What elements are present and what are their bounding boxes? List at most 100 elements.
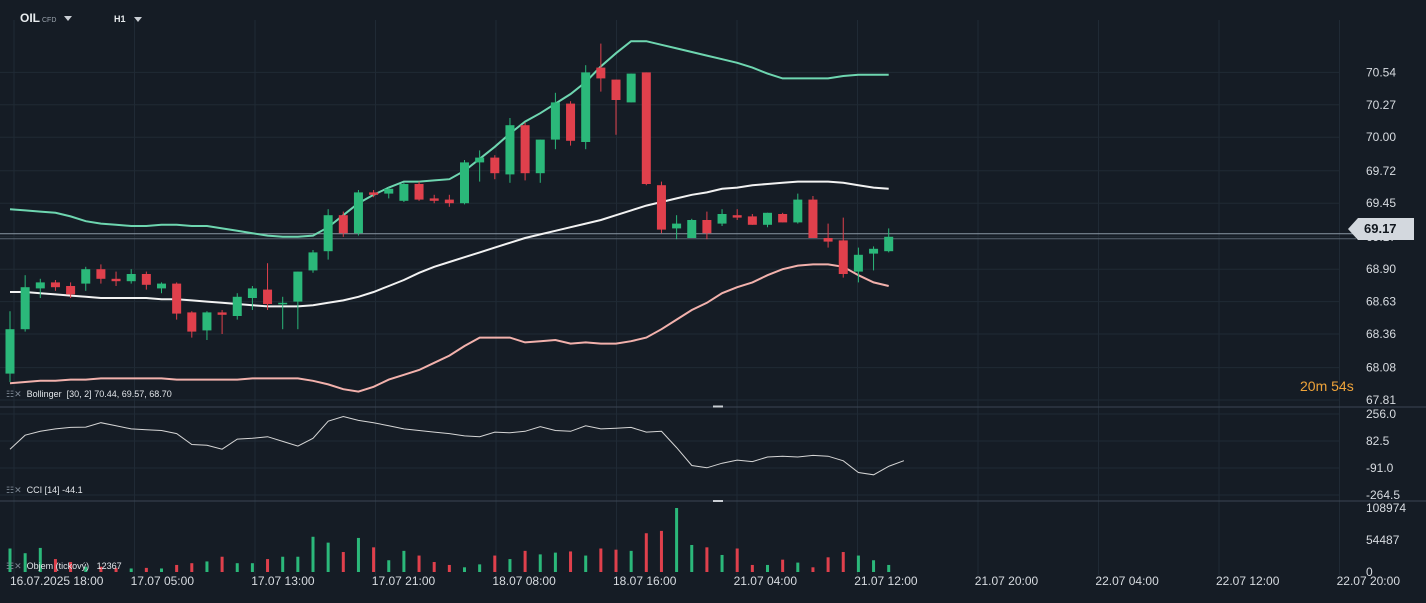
volume-bar: [508, 559, 512, 572]
price-tick-label: 70.27: [1366, 98, 1396, 112]
volume-bar: [387, 560, 391, 572]
candle-body: [823, 238, 833, 242]
volume-tick-label: 0: [1366, 565, 1373, 579]
volume-bar: [175, 564, 179, 572]
price-tick-label: 69.72: [1366, 164, 1396, 178]
candle-body: [66, 286, 76, 295]
price-tick-label: 68.08: [1366, 361, 1396, 375]
candle-body: [550, 102, 560, 140]
cci-tick-label: 256.0: [1366, 407, 1396, 421]
candle-body: [596, 67, 606, 79]
volume-bar: [281, 556, 285, 572]
volume-bar: [584, 555, 588, 572]
cci-tick-label: -264.5: [1366, 488, 1400, 502]
symbol-selector[interactable]: OIL CFD: [20, 11, 73, 25]
candle-body: [793, 199, 803, 223]
time-tick-label: 21.07 12:00: [854, 574, 918, 588]
volume-bar: [478, 564, 482, 572]
cci-tick-label: -91.0: [1366, 461, 1394, 475]
bollinger-legend[interactable]: ☷✕ Bollinger [30, 2] 70.44, 69.57, 68.70: [6, 389, 172, 400]
volume-bar: [872, 560, 876, 572]
candle-body: [505, 125, 515, 175]
candle-countdown: 20m 54s: [1300, 378, 1354, 394]
volume-bar: [341, 552, 345, 572]
candle-body: [96, 269, 106, 279]
volume-bar: [766, 564, 769, 572]
cci-label: CCI [14]: [26, 485, 60, 495]
candle-body: [702, 220, 712, 234]
candle-body: [35, 282, 45, 289]
time-tick-label: 21.07 20:00: [975, 574, 1039, 588]
volume-bar: [523, 550, 527, 572]
candle-body: [535, 139, 545, 174]
time-tick-label: 22.07 20:00: [1337, 574, 1401, 588]
volume-bar: [690, 544, 694, 572]
candle-body: [20, 287, 30, 330]
symbol-chevron-down-icon[interactable]: [64, 16, 73, 22]
volume-bar: [781, 559, 785, 572]
volume-bar: [38, 547, 42, 572]
candle-body: [460, 162, 469, 204]
volume-bar: [266, 559, 270, 572]
cci-legend[interactable]: ☷✕ CCI [14] -44.1: [6, 485, 83, 496]
candle-body: [414, 184, 424, 200]
time-tick-label: 22.07 12:00: [1216, 574, 1280, 588]
bollinger-lower-line: [9, 263, 889, 393]
candle-body: [278, 302, 288, 305]
volume-bar: [675, 508, 679, 572]
volume-bar: [402, 550, 406, 572]
candle-body: [308, 252, 318, 271]
volume-bar: [84, 566, 88, 572]
candle-body: [172, 283, 182, 314]
volume-bar: [250, 563, 254, 572]
volume-bar: [553, 552, 557, 572]
timeframe-chevron-down-icon[interactable]: [133, 17, 142, 23]
volume-bar: [69, 562, 73, 572]
volume-bar: [114, 567, 118, 572]
candle-body: [475, 157, 485, 163]
cci-value: -44.1: [62, 485, 83, 495]
volume-bar: [53, 559, 57, 572]
bollinger-middle-line: [10, 180, 889, 308]
candle-body: [111, 278, 121, 282]
time-tick-label: 18.07 16:00: [613, 574, 677, 588]
volume-bar: [629, 550, 633, 572]
volume-bar: [659, 530, 663, 572]
volume-legend[interactable]: ☷✕ Objem (tickový) 12367: [6, 561, 122, 572]
candle-body: [626, 73, 636, 103]
candle-body: [399, 184, 409, 201]
current-price-label: 69.17: [1348, 218, 1414, 240]
settings-close-icon[interactable]: ☷✕: [6, 561, 22, 571]
bollinger-upper-line: [9, 40, 889, 238]
volume-bar: [356, 537, 360, 572]
settings-close-icon[interactable]: ☷✕: [6, 485, 22, 495]
candle-body: [369, 192, 379, 195]
volume-bar: [99, 566, 103, 572]
volume-tick-label: 108974: [1366, 501, 1406, 515]
candle-body: [717, 214, 727, 224]
settings-close-icon[interactable]: ☷✕: [6, 389, 22, 399]
countdown-minutes: 20: [1300, 378, 1316, 394]
volume-label: Objem (tickový): [26, 561, 90, 571]
volume-bar: [644, 533, 648, 572]
volume-bar: [705, 547, 709, 572]
time-tick-label: 16.07.2025 18:00: [10, 574, 104, 588]
volume-value: 12367: [96, 561, 122, 571]
timeframe-selector[interactable]: H1: [114, 14, 142, 24]
candle-body: [202, 312, 212, 331]
candle-body: [778, 214, 788, 223]
candle-body: [869, 248, 879, 254]
symbol-name: OIL: [20, 11, 40, 25]
volume-bar: [841, 552, 845, 572]
volume-bar: [735, 548, 739, 572]
bollinger-values: 70.44, 69.57, 68.70: [94, 389, 172, 399]
candle-body: [520, 125, 530, 174]
candle-body: [323, 215, 333, 252]
volume-bar: [811, 567, 815, 572]
candle-body: [884, 236, 894, 252]
candle-body: [141, 274, 151, 285]
candle-body: [81, 269, 91, 284]
volume-bar: [826, 557, 830, 572]
